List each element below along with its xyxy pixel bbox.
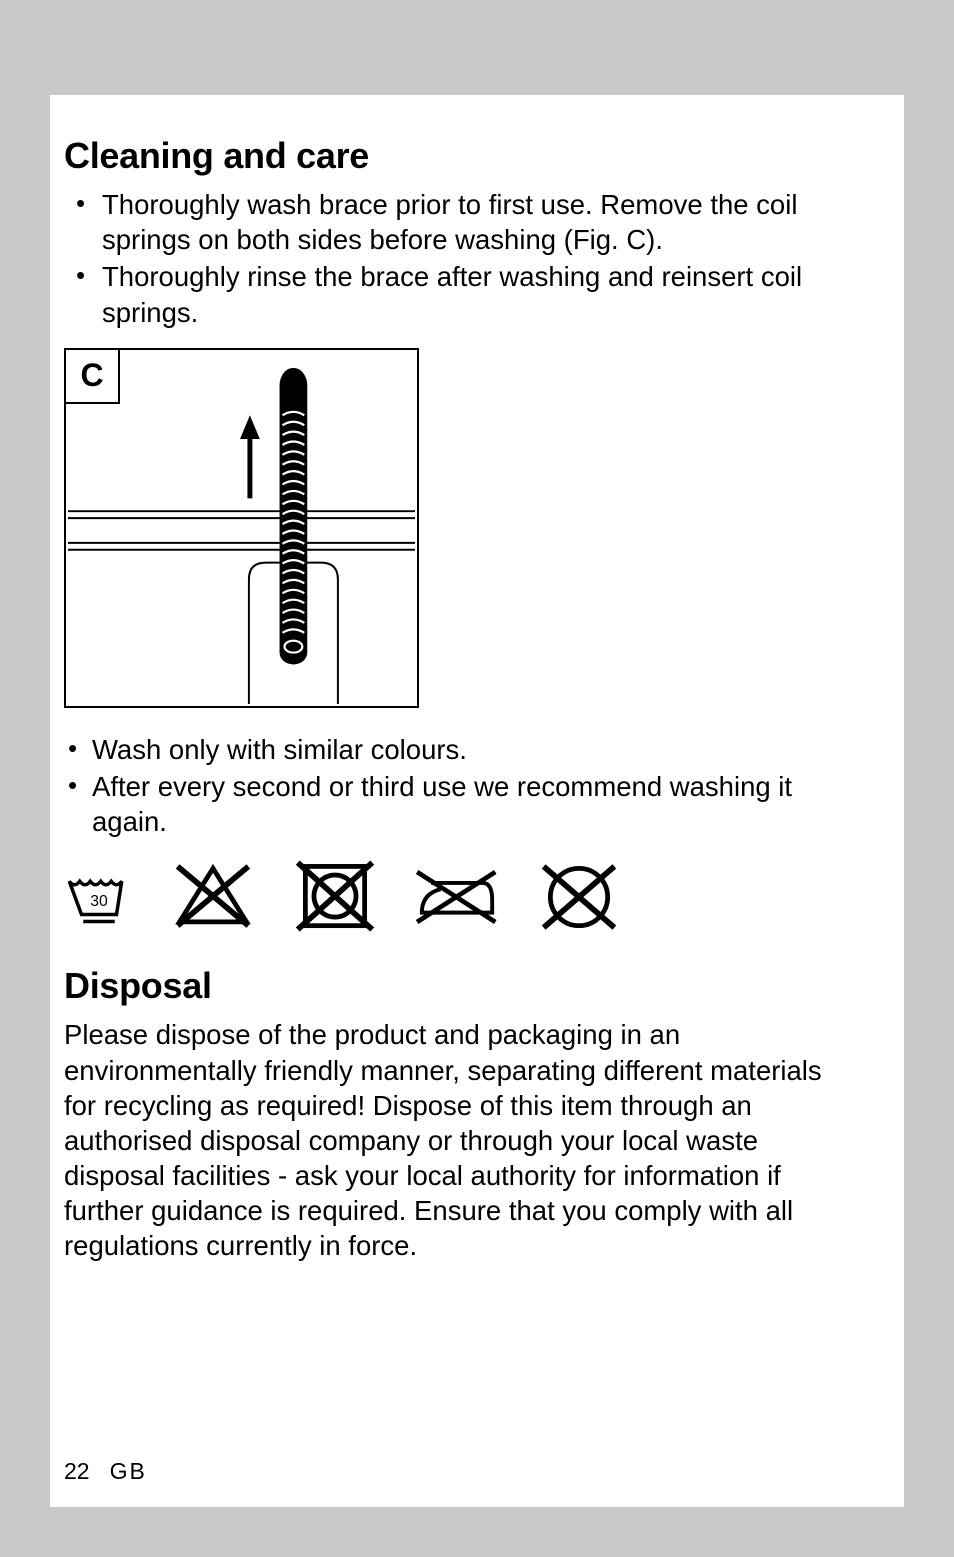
page-footer: 22 GB: [64, 1458, 848, 1485]
no-bleach-icon: [170, 857, 256, 937]
no-tumble-dry-icon: [292, 857, 378, 937]
manual-page: Cleaning and care Thoroughly wash brace …: [50, 95, 904, 1507]
no-iron-icon: [414, 857, 500, 937]
list-item: Wash only with similar colours.: [64, 732, 848, 767]
disposal-body: Please dispose of the product and packag…: [64, 1017, 848, 1263]
country-code: GB: [110, 1458, 147, 1485]
wash-30-icon: 30: [64, 857, 134, 937]
list-item: Thoroughly rinse the brace after washing…: [64, 259, 848, 329]
heading-disposal: Disposal: [64, 965, 848, 1007]
page-number: 22: [64, 1458, 90, 1485]
page-content: Cleaning and care Thoroughly wash brace …: [64, 135, 848, 1458]
no-dry-clean-icon: [536, 857, 622, 937]
list-item: After every second or third use we recom…: [64, 769, 848, 839]
figure-c-illustration: [66, 350, 417, 706]
care-symbols-row: 30: [64, 857, 848, 937]
list-item: Thoroughly wash brace prior to first use…: [64, 187, 848, 257]
bullet-list-a: Thoroughly wash brace prior to first use…: [64, 187, 848, 330]
bullet-list-b: Wash only with similar colours. After ev…: [64, 732, 848, 840]
heading-cleaning: Cleaning and care: [64, 135, 848, 177]
figure-c: C: [64, 348, 419, 708]
wash-temp-text: 30: [90, 893, 108, 910]
